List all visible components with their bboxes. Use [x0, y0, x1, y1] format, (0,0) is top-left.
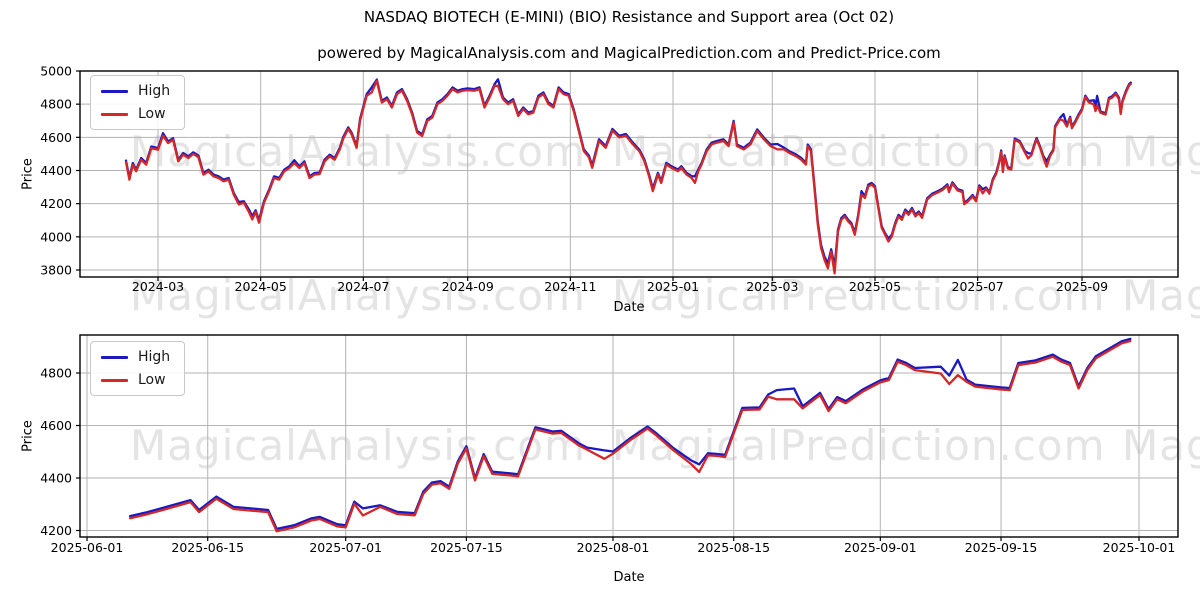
y-tick-label: 4600	[40, 130, 72, 145]
watermark-analysis: MagicalAnalysis.com	[130, 421, 586, 470]
y-tick-label: 4200	[40, 523, 72, 538]
x-tick-label: 2024-07	[337, 279, 389, 294]
high-line-swatch	[101, 89, 128, 93]
legend-label-low: Low	[138, 372, 166, 388]
x-tick-label: 2025-10-01	[1103, 540, 1176, 555]
x-tick-label: 2025-09	[1056, 279, 1108, 294]
watermark-clipped: MagicalAnalysis.com	[1122, 421, 1200, 470]
top-y-axis-label: Price	[20, 158, 36, 190]
legend-item-low: Low	[101, 372, 170, 388]
x-tick-label: 2024-09	[442, 279, 494, 294]
y-tick-label: 3800	[40, 263, 72, 278]
x-tick-label: 2025-09-15	[965, 540, 1038, 555]
legend-item-high: High	[101, 349, 170, 365]
y-tick-label: 5000	[40, 64, 72, 79]
x-tick-label: 2025-07-01	[309, 540, 382, 555]
y-tick-label: 4800	[40, 97, 72, 112]
legend-item-low: Low	[101, 106, 170, 122]
legend-label-high: High	[138, 83, 171, 99]
bottom-chart-legend: High Low	[90, 341, 186, 396]
y-tick-label: 4000	[40, 229, 72, 244]
y-tick-label: 4400	[40, 163, 72, 178]
y-tick-label: 4400	[40, 471, 72, 486]
x-tick-label: 2024-03	[132, 279, 184, 294]
low-line	[124, 79, 1132, 275]
top-chart-legend: High Low	[90, 75, 186, 130]
watermark-clipped: MagicalAnalysis.com	[1122, 271, 1200, 320]
top-x-axis-label: Date	[613, 300, 645, 315]
x-tick-label: 2025-08-01	[577, 540, 650, 555]
legend-label-high: High	[138, 349, 171, 365]
plot-border	[79, 70, 1179, 278]
figure-subtitle: powered by MagicalAnalysis.com and Magic…	[317, 44, 941, 62]
y-tick-label: 4600	[40, 418, 72, 433]
x-tick-label: 2024-11	[544, 279, 596, 294]
high-line	[124, 78, 1132, 268]
high-line	[128, 337, 1132, 531]
watermark-prediction: MagicalPrediction.com	[612, 271, 1106, 320]
figure-title: NASDAQ BIOTECH (E-MINI) (BIO) Resistance…	[363, 8, 895, 26]
y-tick-label: 4800	[40, 366, 72, 381]
x-tick-label: 2025-07	[952, 279, 1004, 294]
low-line-swatch	[101, 112, 128, 116]
x-tick-label: 2025-01	[647, 279, 699, 294]
y-tick-label: 4200	[40, 196, 72, 211]
high-line-swatch	[101, 355, 128, 359]
x-tick-label: 2025-05	[849, 279, 901, 294]
x-tick-label: 2025-08-15	[697, 540, 770, 555]
legend-label-low: Low	[138, 106, 166, 122]
x-tick-label: 2025-06-15	[171, 540, 244, 555]
x-tick-label: 2025-07-15	[430, 540, 503, 555]
watermark-analysis: MagicalAnalysis.com	[130, 271, 586, 320]
low-line	[128, 339, 1132, 533]
bottom-x-axis-label: Date	[613, 570, 645, 585]
x-tick-label: 2024-05	[235, 279, 287, 294]
bottom-chart-plot: 2025-06-01 2025-06-15 2025-07-01 2025-07-15…	[40, 334, 1179, 555]
low-line-swatch	[101, 378, 128, 382]
legend-item-high: High	[101, 83, 170, 99]
x-tick-label: 2025-03	[746, 279, 798, 294]
top-chart-plot: 2024-03 2024-05 2024-07 2024-09 2024-11 2025-…	[40, 64, 1179, 294]
watermark-prediction: MagicalPrediction.com	[612, 421, 1106, 470]
bottom-y-axis-label: Price	[20, 420, 36, 452]
x-tick-label: 2025-09-01	[844, 540, 917, 555]
plot-border	[79, 334, 1179, 538]
x-tick-label: 2025-06-01	[51, 540, 124, 555]
